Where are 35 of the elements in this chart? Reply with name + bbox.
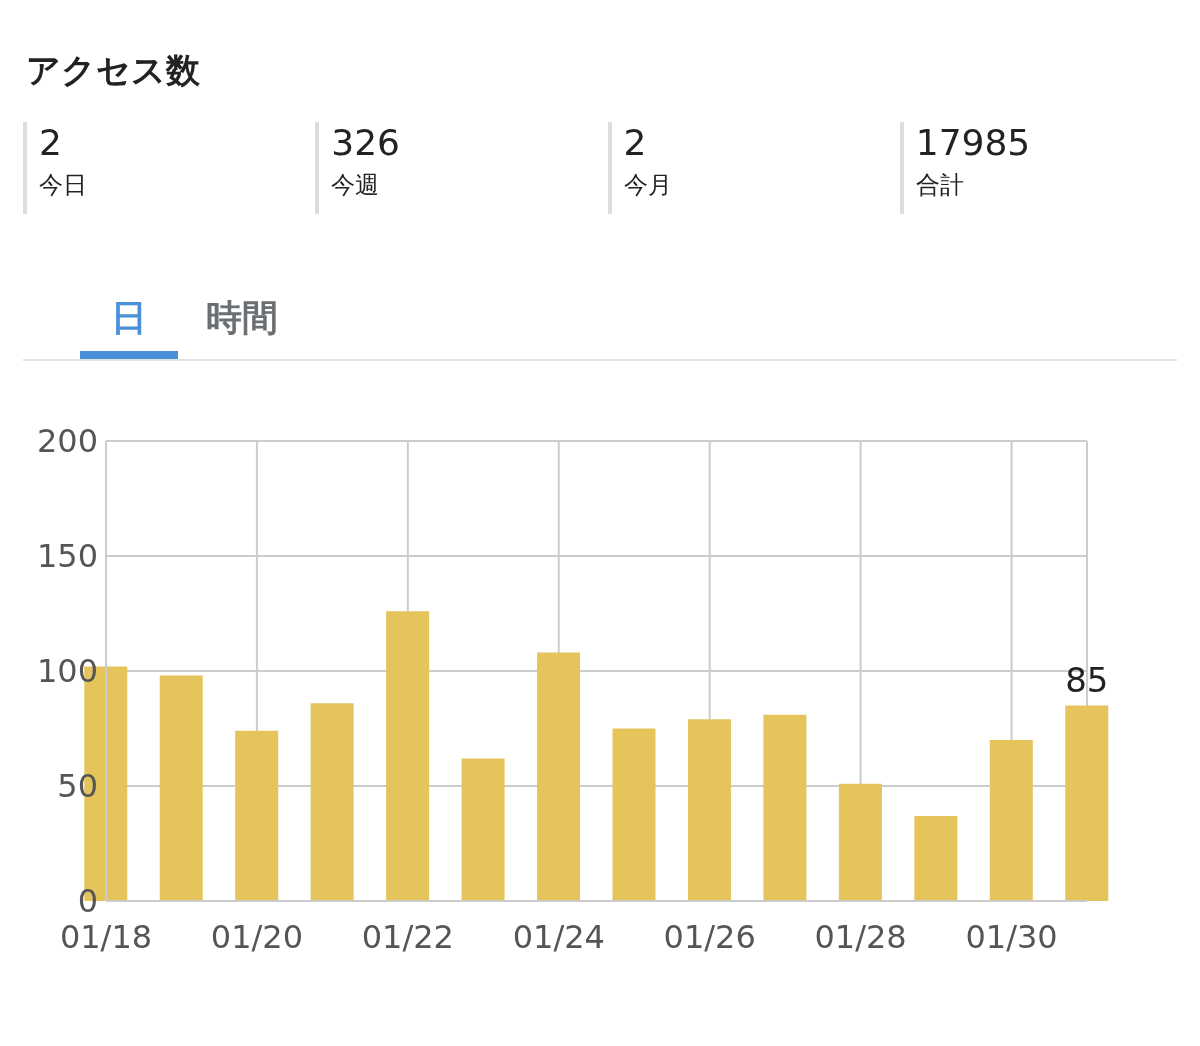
bar: [914, 815, 958, 901]
x-tick-label: 01/26: [663, 917, 756, 956]
text: 17985: [915, 122, 1032, 163]
x-tick-label: 01/20: [210, 917, 304, 956]
y-tick-label: 150: [36, 537, 98, 576]
text: 2: [39, 122, 63, 163]
data-label: 85: [1065, 659, 1109, 700]
bar: [687, 719, 731, 901]
text: 2: [623, 122, 648, 163]
text: 今日: [39, 170, 88, 201]
bar: [838, 783, 882, 901]
text: 日: [80, 294, 178, 359]
text: 合計: [915, 170, 965, 201]
bar: [763, 714, 807, 901]
bar: [1065, 705, 1109, 901]
text: 326: [331, 122, 401, 163]
x-tick-label: 01/24: [512, 917, 605, 956]
bar: [537, 652, 581, 901]
text: 今月: [623, 170, 673, 201]
bar: [159, 675, 203, 901]
bar: [612, 728, 656, 901]
text: 時間: [206, 296, 278, 340]
x-tick-label: 01/30: [965, 917, 1058, 956]
bar: [989, 740, 1033, 901]
bar: [386, 611, 430, 901]
x-tick-label: 01/28: [814, 917, 907, 956]
chart-title: アクセス数: [25, 49, 201, 92]
x-tick-label: 01/18: [59, 917, 153, 956]
text: 今週: [331, 170, 381, 201]
bar: [461, 758, 505, 901]
bar: [310, 703, 354, 901]
x-tick-label: 01/22: [361, 917, 454, 956]
bar: [235, 730, 279, 901]
y-tick-label: 100: [36, 652, 98, 691]
y-tick-label: 200: [36, 422, 98, 461]
